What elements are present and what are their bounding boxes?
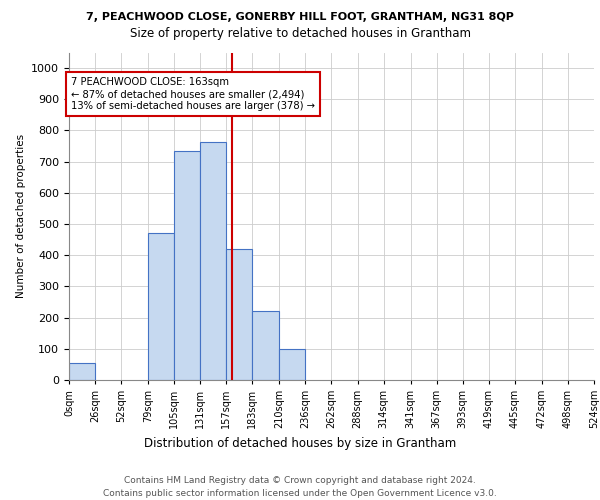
- Bar: [174, 151, 200, 380]
- Bar: [280, 349, 305, 380]
- Bar: [253, 312, 280, 380]
- Bar: [148, 234, 174, 380]
- Text: Contains HM Land Registry data © Crown copyright and database right 2024.: Contains HM Land Registry data © Crown c…: [124, 476, 476, 485]
- Text: 7 PEACHWOOD CLOSE: 163sqm
← 87% of detached houses are smaller (2,494)
13% of se: 7 PEACHWOOD CLOSE: 163sqm ← 87% of detac…: [71, 78, 315, 110]
- Text: Distribution of detached houses by size in Grantham: Distribution of detached houses by size …: [144, 438, 456, 450]
- Text: Contains public sector information licensed under the Open Government Licence v3: Contains public sector information licen…: [103, 489, 497, 498]
- Text: Size of property relative to detached houses in Grantham: Size of property relative to detached ho…: [130, 28, 470, 40]
- Text: 7, PEACHWOOD CLOSE, GONERBY HILL FOOT, GRANTHAM, NG31 8QP: 7, PEACHWOOD CLOSE, GONERBY HILL FOOT, G…: [86, 12, 514, 22]
- Bar: [200, 142, 226, 380]
- Y-axis label: Number of detached properties: Number of detached properties: [16, 134, 26, 298]
- Bar: [226, 249, 253, 380]
- Bar: [69, 363, 95, 380]
